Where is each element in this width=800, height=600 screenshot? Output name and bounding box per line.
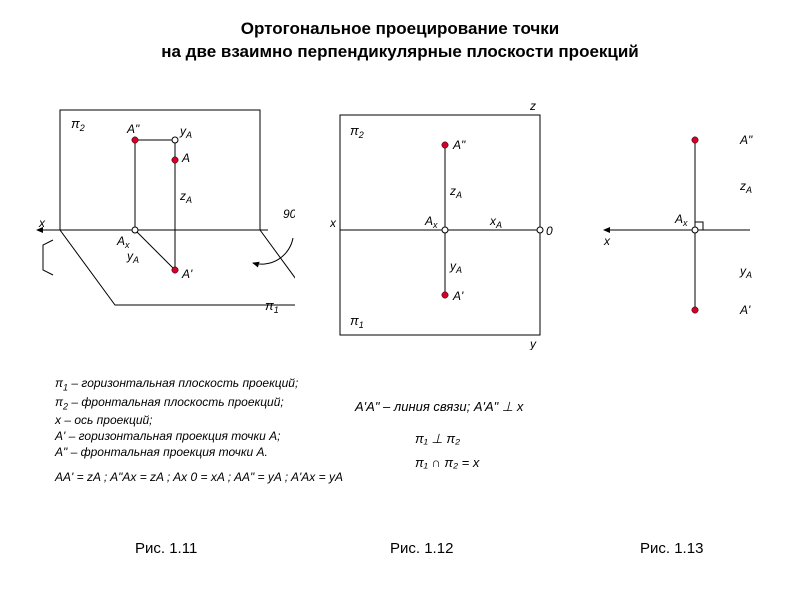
x-axis-label: x: [330, 216, 337, 230]
conn-line: [135, 230, 175, 270]
label-Ax: Ax: [116, 234, 130, 250]
fig11-caption: Рис. 1.11: [135, 540, 197, 557]
label-yA: yA: [449, 259, 462, 275]
pi1-label: π1: [265, 298, 279, 315]
point-Ax: [442, 227, 448, 233]
legend-left: π1 – горизонтальная плоскость проекций; …: [55, 375, 335, 461]
relation-line: A'A" – линия связи; A'A" ⊥ x: [355, 398, 523, 416]
point-A2: [692, 137, 698, 143]
rotation-arc: [253, 238, 293, 264]
fig13-caption: Рис. 1.13: [640, 540, 703, 557]
label-yA: yA: [739, 264, 752, 280]
fig12-caption: Рис. 1.12: [390, 540, 453, 557]
legend-line: A" – фронтальная проекция точки A.: [55, 444, 335, 460]
title-line-2: на две взаимно перпендикулярные плоскост…: [161, 42, 639, 61]
label-A2: A": [126, 122, 140, 136]
label-yA-top: yA: [179, 124, 192, 140]
point-Ax: [132, 227, 138, 233]
hinge-indicator: [43, 240, 53, 275]
label-Ax: Ax: [424, 214, 438, 230]
frame: [340, 115, 540, 335]
fig-1-11: x 90° π2 π1 A" A A' Ax yA zA yA: [35, 100, 295, 340]
point-A2: [442, 142, 448, 148]
point-A2: [132, 137, 138, 143]
x-axis-label: x: [38, 216, 46, 230]
relation-line: π₁ ∩ π₂ = x: [415, 454, 523, 472]
legend-line: π2 – фронтальная плоскость проекций;: [55, 394, 335, 413]
z-axis-label: z: [529, 100, 536, 113]
relation-line: π₁ ⊥ π₂: [415, 430, 523, 448]
relations-block: A'A" – линия связи; A'A" ⊥ x π₁ ⊥ π₂ π₁ …: [355, 398, 523, 473]
label-A: A: [181, 151, 190, 165]
legend-line: x – ось проекций;: [55, 412, 335, 428]
label-yA-bottom: yA: [126, 249, 139, 265]
x-axis-label: x: [603, 234, 611, 248]
point-A1: [442, 292, 448, 298]
label-A2: A": [739, 133, 753, 147]
label-zA: zA: [739, 179, 752, 195]
label-xA: xA: [489, 214, 502, 230]
point-Ax: [692, 227, 698, 233]
label-zA: zA: [449, 184, 462, 200]
pi1-label: π1: [350, 313, 364, 330]
label-Ax: Ax: [674, 212, 688, 228]
point-A1: [172, 267, 178, 273]
label-A1: A': [181, 267, 193, 281]
label-A1: A': [452, 289, 464, 303]
origin-point: [537, 227, 543, 233]
horizontal-plane: [60, 230, 295, 305]
legend-line: A' – горизонтальная проекция точки A;: [55, 428, 335, 444]
title-line-1: Ортогональное проецирование точки: [241, 19, 560, 38]
fig-1-13: x Ax A" A' zA yA: [600, 100, 770, 350]
label-A1: A': [739, 303, 751, 317]
point-A: [172, 157, 178, 163]
pi2-label: π2: [71, 116, 85, 133]
frontal-plane: [60, 110, 260, 230]
legend-line: π1 – горизонтальная плоскость проекций;: [55, 375, 335, 394]
fig-1-12: x z y 0 π2 π1 Ax A" A' zA yA xA: [330, 100, 560, 350]
label-zA: zA: [179, 189, 192, 205]
label-A2: A": [452, 138, 466, 152]
point-A1: [692, 307, 698, 313]
angle-label: 90°: [283, 207, 295, 221]
legend-equations: AA' = zA ; A"Ax = zA ; Ax 0 = xA ; AA" =…: [55, 470, 343, 484]
pi2-label: π2: [350, 123, 364, 140]
y-axis-label: y: [529, 337, 537, 350]
origin-label: 0: [546, 224, 553, 238]
page-title: Ортогональное проецирование точки на две…: [0, 18, 800, 64]
point-yA-top: [172, 137, 178, 143]
